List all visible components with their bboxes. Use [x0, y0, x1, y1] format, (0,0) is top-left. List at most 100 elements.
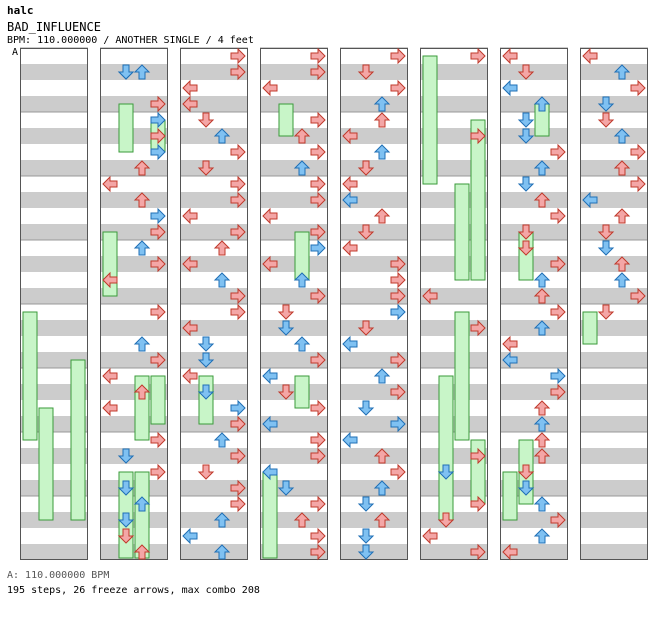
beat-stripe — [260, 128, 328, 144]
beat-stripe — [580, 512, 648, 528]
beat-stripe — [340, 352, 408, 368]
beat-stripe — [260, 448, 328, 464]
step-arrow-left-icon — [342, 175, 358, 193]
step-arrow-down-icon — [517, 240, 535, 256]
beat-stripe — [180, 256, 248, 272]
step-arrow-right-icon — [230, 495, 246, 513]
step-arrow-left-icon — [342, 191, 358, 209]
beat-stripe — [180, 288, 248, 304]
freeze-arrow — [150, 375, 166, 425]
step-arrow-up-icon — [213, 128, 231, 144]
step-arrow-up-icon — [133, 544, 151, 560]
freeze-arrow — [198, 375, 214, 425]
beat-stripe — [20, 64, 88, 80]
step-arrow-right-icon — [470, 495, 486, 513]
step-arrow-right-icon — [310, 495, 326, 513]
beat-stripe — [340, 480, 408, 496]
step-arrow-up-icon — [293, 512, 311, 528]
step-arrow-right-icon — [230, 415, 246, 433]
step-arrow-down-icon — [357, 400, 375, 416]
beat-stripe — [340, 384, 408, 400]
beat-stripe — [20, 544, 88, 560]
step-arrow-down-icon — [517, 64, 535, 80]
step-arrow-right-icon — [550, 255, 566, 273]
step-column — [20, 47, 88, 560]
step-arrow-down-icon — [197, 336, 215, 352]
step-arrow-right-icon — [150, 207, 166, 225]
beat-stripe — [500, 192, 568, 208]
step-arrow-up-icon — [133, 336, 151, 352]
step-arrow-up-icon — [373, 112, 391, 128]
step-arrow-left-icon — [102, 271, 118, 289]
beat-stripe — [500, 352, 568, 368]
step-arrow-left-icon — [262, 415, 278, 433]
step-arrow-down-icon — [597, 112, 615, 128]
beat-stripe — [180, 448, 248, 464]
step-arrow-down-icon — [517, 112, 535, 128]
freeze-arrow — [294, 375, 310, 409]
step-arrow-left-icon — [342, 335, 358, 353]
beat-stripe — [260, 96, 328, 112]
beat-stripe — [500, 320, 568, 336]
freeze-arrow — [582, 311, 598, 345]
step-arrow-left-icon — [182, 319, 198, 337]
beat-stripe — [500, 256, 568, 272]
beat-stripe — [20, 288, 88, 304]
beat-stripe — [180, 512, 248, 528]
step-column — [180, 47, 248, 560]
step-arrow-up-icon — [133, 192, 151, 208]
step-arrow-up-icon — [533, 272, 551, 288]
step-arrow-right-icon — [550, 207, 566, 225]
freeze-arrow — [422, 55, 438, 185]
beat-stripe — [580, 384, 648, 400]
freeze-arrow — [70, 359, 86, 521]
step-arrow-left-icon — [182, 527, 198, 545]
beat-stripe — [580, 288, 648, 304]
step-arrow-right-icon — [310, 447, 326, 465]
step-arrow-right-icon — [310, 543, 326, 561]
column-border — [340, 48, 408, 560]
beat-stripe — [180, 128, 248, 144]
freeze-arrow — [278, 103, 294, 137]
beat-stripe — [500, 96, 568, 112]
step-arrow-right-icon — [630, 287, 646, 305]
step-arrow-up-icon — [533, 288, 551, 304]
beat-stripe — [340, 224, 408, 240]
step-arrow-down-icon — [117, 512, 135, 528]
step-arrow-left-icon — [182, 367, 198, 385]
freeze-arrow — [22, 311, 38, 441]
step-arrow-right-icon — [390, 463, 406, 481]
beat-stripe — [260, 64, 328, 80]
step-arrow-right-icon — [310, 191, 326, 209]
beat-stripe — [180, 320, 248, 336]
step-arrow-right-icon — [230, 47, 246, 65]
step-arrow-up-icon — [373, 448, 391, 464]
step-arrow-right-icon — [550, 143, 566, 161]
step-arrow-up-icon — [533, 528, 551, 544]
beat-stripe — [20, 128, 88, 144]
step-arrow-up-icon — [133, 240, 151, 256]
step-arrow-right-icon — [550, 367, 566, 385]
step-arrow-right-icon — [230, 287, 246, 305]
step-arrow-down-icon — [277, 304, 295, 320]
beat-stripe — [20, 160, 88, 176]
beat-stripe — [340, 320, 408, 336]
step-arrow-down-icon — [437, 464, 455, 480]
step-arrow-up-icon — [533, 496, 551, 512]
step-arrow-left-icon — [262, 367, 278, 385]
step-arrow-up-icon — [533, 192, 551, 208]
beat-stripe — [420, 320, 488, 336]
beat-stripe — [260, 160, 328, 176]
step-arrow-right-icon — [150, 143, 166, 161]
step-arrow-down-icon — [277, 320, 295, 336]
step-arrow-down-icon — [117, 448, 135, 464]
step-arrow-right-icon — [230, 143, 246, 161]
step-arrow-right-icon — [310, 143, 326, 161]
step-arrow-up-icon — [373, 480, 391, 496]
step-arrow-right-icon — [390, 303, 406, 321]
step-arrow-up-icon — [213, 272, 231, 288]
beat-stripe — [100, 448, 168, 464]
beat-stripe — [340, 288, 408, 304]
bpm-marker-label: A — [12, 47, 19, 58]
beat-stripe — [420, 384, 488, 400]
